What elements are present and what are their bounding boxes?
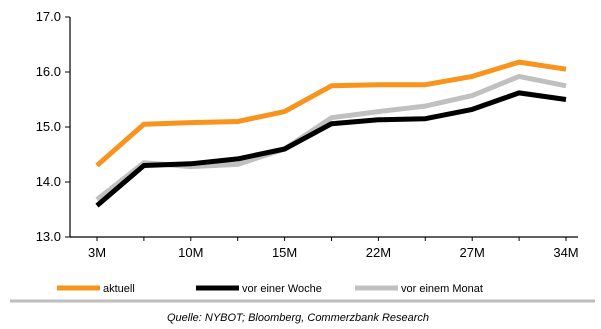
x-tick-label: 15M bbox=[272, 245, 297, 260]
x-tick-label: 3M bbox=[88, 245, 106, 260]
y-tick-label: 15.0 bbox=[36, 119, 61, 134]
legend-label: vor einem Monat bbox=[401, 283, 483, 295]
y-tick-label: 17.0 bbox=[36, 9, 61, 24]
y-tick-label: 16.0 bbox=[36, 64, 61, 79]
legend: aktuell vor einer Woche vor einem Monat bbox=[57, 283, 483, 295]
x-axis-labels: 3M 10M 15M 22M 27M 34M bbox=[88, 245, 579, 260]
series-line-vor-einer-woche bbox=[95, 90, 567, 208]
axes bbox=[65, 16, 578, 241]
x-tick-label: 22M bbox=[366, 245, 391, 260]
plot-lines bbox=[95, 59, 567, 208]
legend-label: aktuell bbox=[103, 283, 135, 295]
x-tick-label: 34M bbox=[553, 245, 578, 260]
y-axis-labels: 13.0 14.0 15.0 16.0 17.0 bbox=[36, 9, 61, 244]
series-line-vor-einem-monat bbox=[95, 73, 567, 202]
series-line-aktuell bbox=[95, 59, 567, 168]
x-tick-label: 10M bbox=[178, 245, 203, 260]
y-tick-label: 14.0 bbox=[36, 174, 61, 189]
y-tick-label: 13.0 bbox=[36, 229, 61, 244]
source-note: Quelle: NYBOT; Bloomberg, Commerzbank Re… bbox=[167, 312, 429, 324]
legend-label: vor einer Woche bbox=[242, 283, 322, 295]
x-tick-label: 27M bbox=[460, 245, 485, 260]
